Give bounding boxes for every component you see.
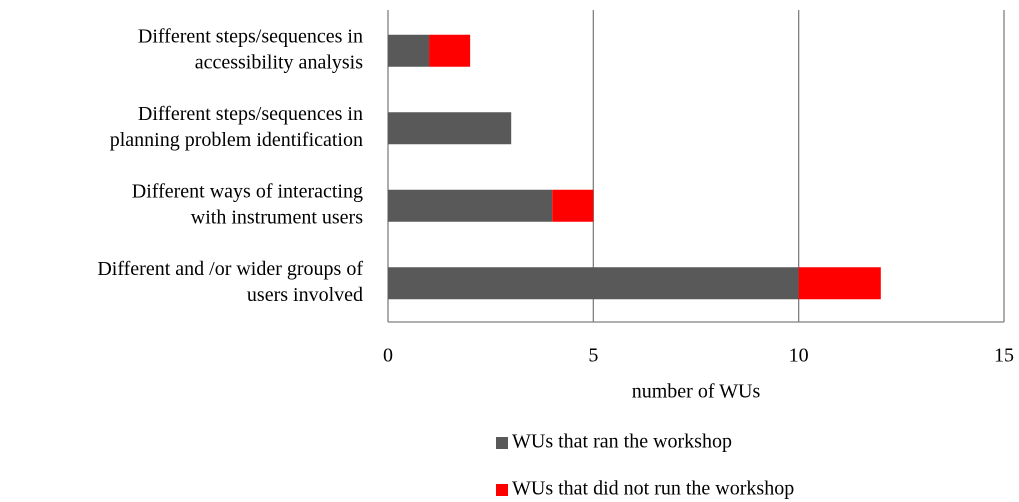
- y-tick-label: users involved: [247, 284, 363, 306]
- bar: [798, 267, 881, 300]
- legend-label: WUs that ran the workshop: [512, 431, 732, 453]
- x-tick-label: 10: [789, 345, 809, 367]
- bar: [388, 267, 799, 300]
- x-tick-label: 15: [994, 345, 1014, 367]
- x-tick-label: 0: [383, 345, 393, 367]
- bar: [429, 34, 471, 67]
- y-tick-label: Different steps/sequences in: [138, 103, 363, 125]
- y-tick-label: Different and /or wider groups of: [97, 258, 363, 280]
- legend-swatch: [496, 484, 508, 496]
- y-tick-label: Different ways of interacting: [132, 180, 363, 202]
- legend-swatch: [496, 437, 508, 449]
- y-tick-label: Different steps/sequences in: [138, 25, 363, 47]
- x-axis-label: number of WUs: [632, 381, 761, 403]
- x-tick-label: 5: [588, 345, 598, 367]
- legend-label: WUs that did not run the workshop: [512, 478, 794, 500]
- bar: [388, 34, 430, 67]
- bar: [388, 112, 512, 145]
- bar: [388, 189, 553, 222]
- y-tick-label: with instrument users: [191, 206, 363, 228]
- y-tick-label: planning problem identification: [110, 129, 363, 151]
- bar: [552, 189, 594, 222]
- y-tick-label: accessibility analysis: [195, 51, 364, 73]
